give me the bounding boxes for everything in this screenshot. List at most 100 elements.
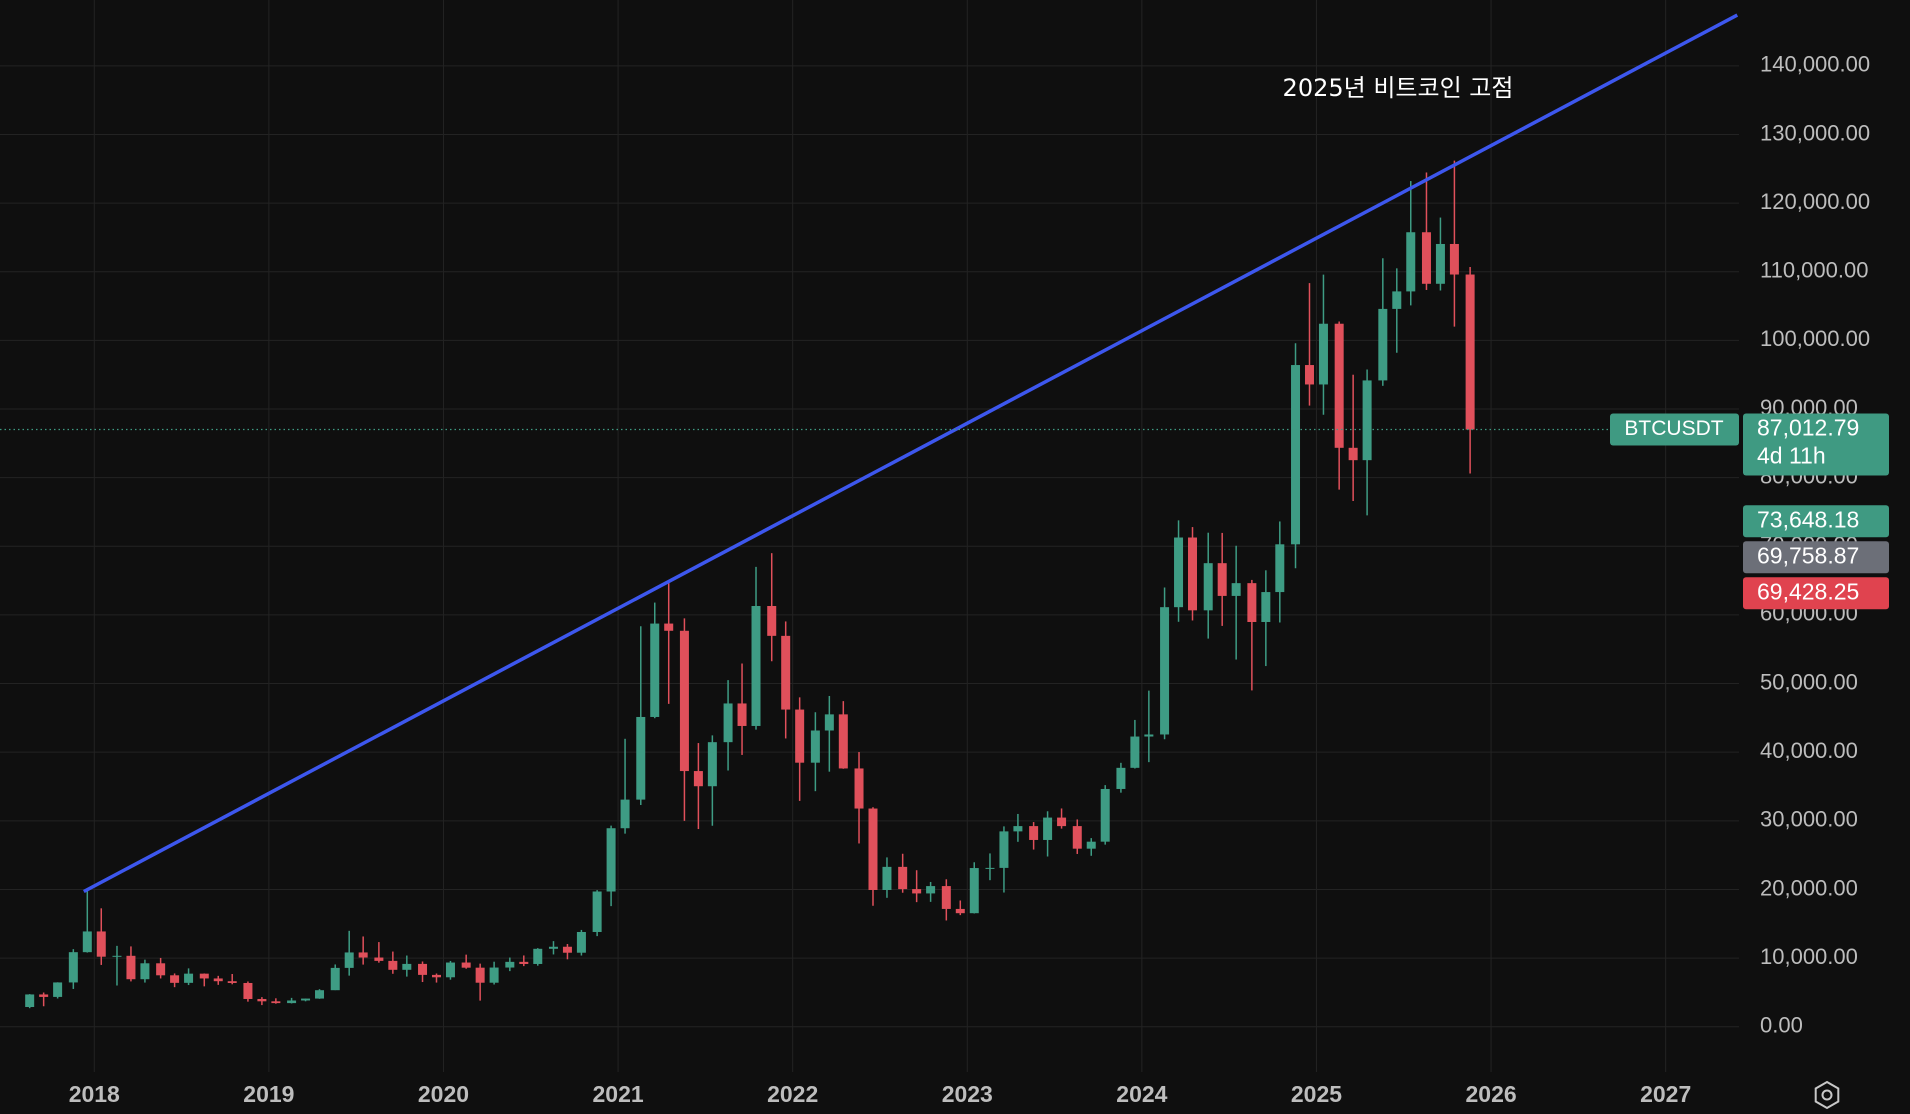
candle-body — [650, 623, 660, 717]
y-tick-label: 30,000.00 — [1760, 807, 1858, 832]
candle-body — [388, 960, 398, 970]
candle-body — [868, 808, 878, 890]
candle-body — [926, 886, 936, 894]
candle-body — [737, 703, 747, 726]
candle-body — [199, 973, 209, 979]
candle-body — [170, 975, 180, 983]
candle-body — [1013, 826, 1023, 832]
candle-body — [1203, 563, 1213, 611]
candle-body — [999, 831, 1009, 868]
candle-body — [664, 623, 674, 631]
price-label: 69,428.25 — [1757, 578, 1859, 604]
candle-body — [475, 967, 485, 983]
candle-body — [1130, 736, 1140, 768]
candle-body — [1057, 817, 1067, 827]
candle-body — [1231, 583, 1241, 596]
candle-body — [1435, 243, 1445, 284]
candle-body — [548, 946, 558, 949]
settings-button[interactable] — [1814, 1080, 1840, 1110]
x-tick-label: 2022 — [767, 1081, 818, 1107]
candle-body — [126, 955, 136, 980]
x-tick-label: 2023 — [942, 1081, 993, 1107]
candle-body — [1334, 323, 1344, 448]
x-tick-label: 2027 — [1640, 1081, 1691, 1107]
candle-body — [53, 982, 63, 997]
candle-body — [1449, 243, 1459, 275]
candle-body — [985, 867, 995, 869]
candle-body — [287, 1000, 297, 1004]
candle-body — [693, 771, 703, 787]
candle-body — [461, 962, 471, 968]
candle-body — [330, 967, 340, 991]
y-tick-label: 130,000.00 — [1760, 120, 1870, 145]
candle-body — [271, 1001, 281, 1004]
candle-body — [1348, 447, 1358, 461]
candle-body — [576, 931, 586, 953]
candle-body — [912, 889, 922, 894]
candle-body — [533, 948, 543, 964]
candle-body — [795, 709, 805, 763]
trendline — [82, 13, 1739, 894]
price-label-box — [1743, 505, 1889, 538]
candle-body — [96, 931, 106, 957]
candle-body — [781, 635, 791, 710]
candle-body — [767, 606, 777, 636]
candle-body — [227, 981, 237, 983]
candle-body — [562, 946, 572, 953]
candle-body — [854, 768, 864, 809]
candle-body — [1144, 734, 1154, 737]
x-tick-label: 2025 — [1291, 1081, 1342, 1107]
candle-body — [1188, 537, 1198, 611]
y-tick-label: 110,000.00 — [1760, 258, 1868, 283]
price-label-box — [1743, 577, 1889, 610]
x-tick-label: 2024 — [1116, 1081, 1167, 1107]
candle-body — [445, 962, 455, 978]
candle-body — [941, 886, 951, 909]
x-tick-label: 2018 — [69, 1081, 120, 1107]
candle-body — [1318, 323, 1328, 385]
price-label-box — [1743, 541, 1889, 574]
annotation: 2025년 비트코인 고점 — [1283, 74, 1514, 102]
candle-body — [25, 994, 35, 1008]
candle-body — [1217, 563, 1227, 596]
candle-body — [156, 963, 166, 976]
x-tick-label: 2019 — [243, 1081, 294, 1107]
candle-body — [1072, 826, 1082, 849]
price-label: 73,648.18 — [1757, 506, 1859, 532]
candle-body — [1247, 583, 1257, 622]
y-tick-label: 20,000.00 — [1760, 875, 1858, 900]
candle-body — [824, 714, 834, 731]
candle-body — [1116, 767, 1126, 789]
candle-body — [1406, 232, 1416, 292]
candle-body — [344, 952, 354, 968]
candle-body — [358, 952, 368, 958]
candle-body — [592, 891, 602, 932]
candle-body — [1275, 544, 1285, 593]
candle-body — [1304, 365, 1314, 385]
candle-body — [1291, 365, 1301, 545]
candle-body — [1086, 841, 1096, 849]
symbol-label: BTCUSDT — [1624, 417, 1723, 440]
countdown-label: 4d 11h — [1757, 443, 1826, 469]
candle-body — [505, 961, 515, 968]
y-tick-label: 140,000.00 — [1760, 52, 1870, 77]
candle-body — [213, 978, 223, 982]
candle-body — [606, 828, 616, 892]
y-tick-label: 100,000.00 — [1760, 326, 1870, 351]
candle-body — [955, 908, 965, 914]
symbol-box — [1610, 413, 1739, 446]
candle-body — [82, 931, 92, 953]
price-label: 69,758.87 — [1757, 542, 1859, 568]
candle-body — [1029, 826, 1039, 840]
candle-body — [882, 866, 892, 890]
candle-body — [1174, 537, 1184, 608]
candle-body — [707, 742, 717, 787]
x-tick-label: 2026 — [1465, 1081, 1516, 1107]
candle-body — [810, 730, 820, 763]
candle-body — [68, 952, 78, 983]
candle-body — [679, 630, 689, 772]
candle-body — [751, 606, 761, 726]
